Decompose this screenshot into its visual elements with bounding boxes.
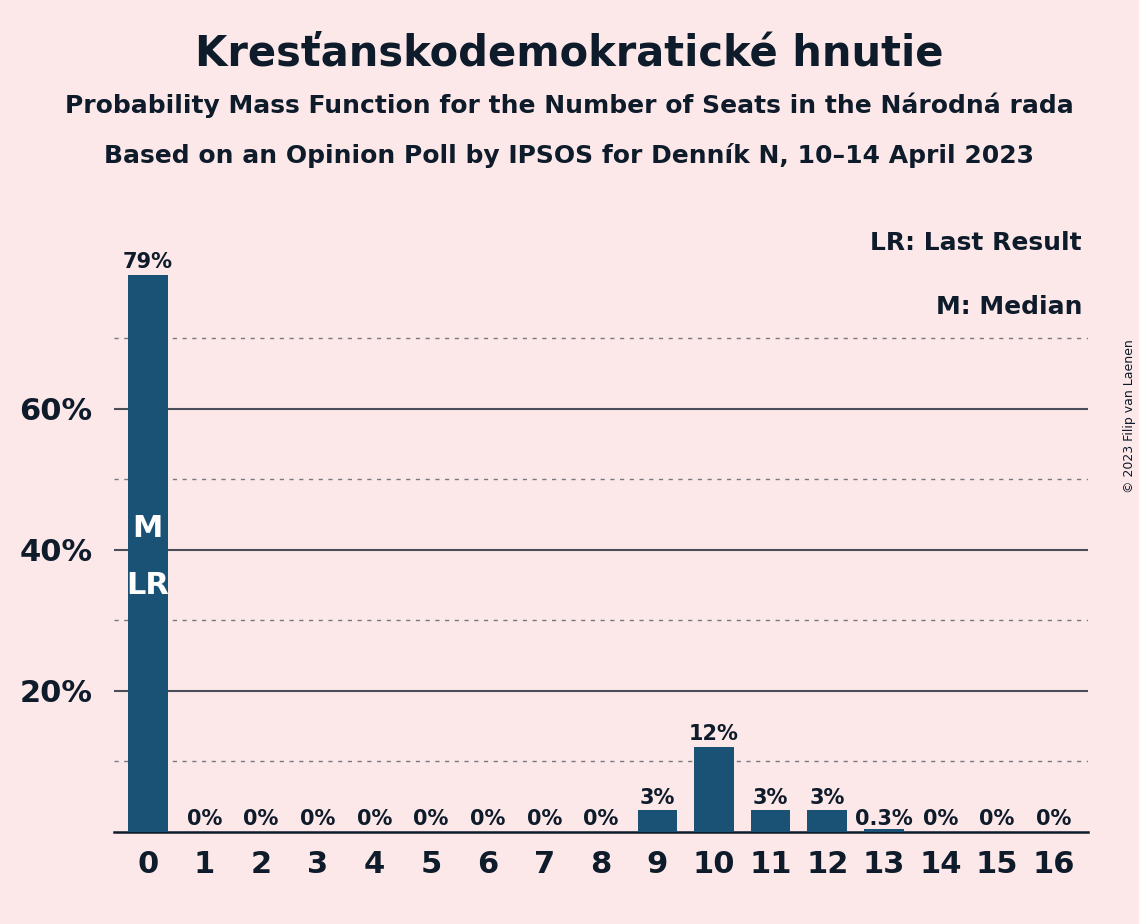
Text: Kresťanskodemokratické hnutie: Kresťanskodemokratické hnutie: [195, 32, 944, 74]
Text: 0%: 0%: [244, 808, 279, 829]
Text: 0%: 0%: [357, 808, 392, 829]
Text: 0%: 0%: [187, 808, 222, 829]
Text: 3%: 3%: [753, 787, 788, 808]
Text: Probability Mass Function for the Number of Seats in the Národná rada: Probability Mass Function for the Number…: [65, 92, 1074, 118]
Bar: [128, 274, 167, 832]
Text: LR: LR: [126, 571, 170, 600]
Text: 0%: 0%: [413, 808, 449, 829]
Text: 0%: 0%: [470, 808, 506, 829]
Text: LR: Last Result: LR: Last Result: [870, 231, 1082, 255]
Bar: [808, 810, 847, 832]
Text: Based on an Opinion Poll by IPSOS for Denník N, 10–14 April 2023: Based on an Opinion Poll by IPSOS for De…: [105, 143, 1034, 168]
Text: M: Median: M: Median: [935, 295, 1082, 319]
Text: 79%: 79%: [123, 252, 173, 272]
Bar: [751, 810, 790, 832]
Bar: [638, 810, 678, 832]
Text: 3%: 3%: [810, 787, 845, 808]
Text: 0%: 0%: [980, 808, 1015, 829]
Text: © 2023 Filip van Laenen: © 2023 Filip van Laenen: [1123, 339, 1137, 492]
Text: 0%: 0%: [923, 808, 958, 829]
Text: 0%: 0%: [583, 808, 618, 829]
Text: 0%: 0%: [1036, 808, 1072, 829]
Text: 3%: 3%: [640, 787, 675, 808]
Text: 0%: 0%: [526, 808, 562, 829]
Text: 12%: 12%: [689, 724, 739, 744]
Text: 0%: 0%: [300, 808, 335, 829]
Text: M: M: [132, 514, 163, 542]
Bar: [865, 830, 903, 832]
Text: 0.3%: 0.3%: [855, 808, 912, 829]
Bar: [695, 747, 734, 832]
